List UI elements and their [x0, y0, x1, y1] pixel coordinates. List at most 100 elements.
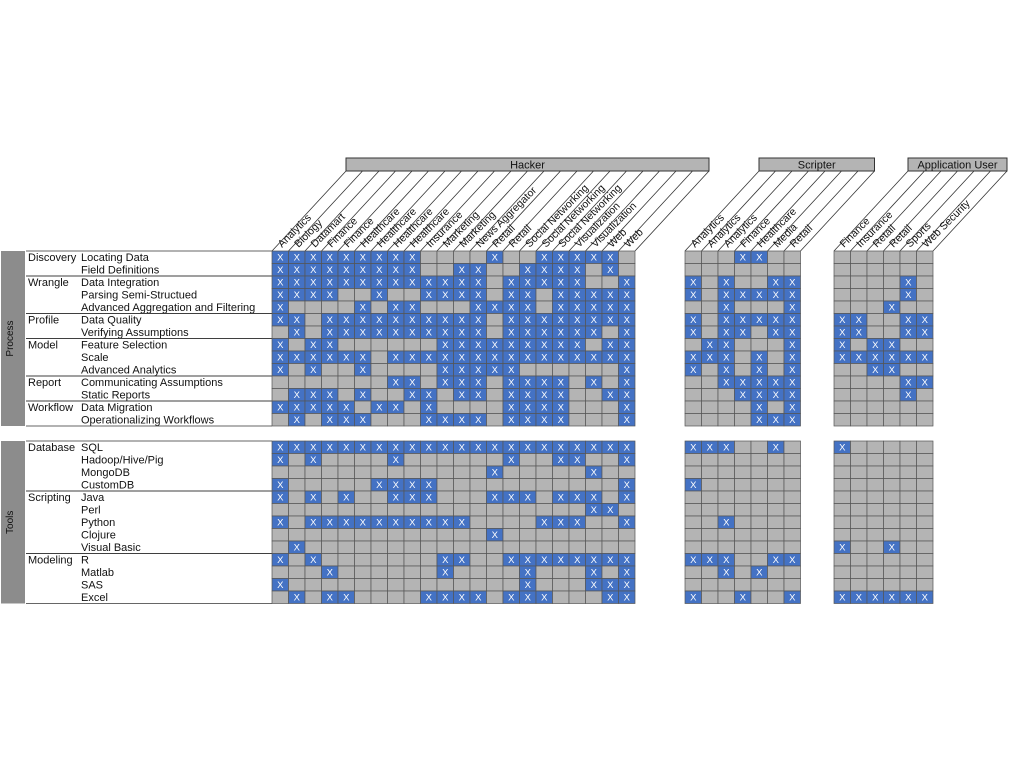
- cell-advanced-analytics-hacker-4: [337, 363, 355, 377]
- cell-advanced-analytics-hacker-17: [552, 363, 570, 377]
- cell-operationalizing-workflows-scripter-6: [783, 413, 801, 427]
- cell-excel-scripter-6: [783, 590, 801, 604]
- cell-operationalizing-workflows-hacker-7: [387, 413, 405, 427]
- column-divider: [568, 170, 644, 252]
- cell-mark: X: [310, 290, 317, 301]
- cell-mark: X: [607, 253, 614, 264]
- cell-static-reports-scripter-0: [684, 388, 702, 402]
- column-divider: [337, 170, 413, 252]
- cell-advanced-analytics-application-user-4: [899, 363, 917, 377]
- cell-mark: X: [607, 265, 614, 276]
- cell-hadoop-hive-pig-application-user-5: [916, 453, 934, 467]
- cell-clojure-application-user-1: [850, 528, 868, 542]
- cell-mark: X: [508, 443, 515, 454]
- cell-advanced-aggregation-and-filtering-application-user-1: [850, 300, 868, 314]
- cell-locating-data-hacker-15: [519, 250, 537, 264]
- cell-mark: X: [591, 468, 598, 479]
- cell-mark: X: [607, 593, 614, 604]
- cell-mark: X: [789, 415, 796, 426]
- cell-hadoop-hive-pig-hacker-1: [288, 453, 306, 467]
- column-divider: [288, 170, 363, 252]
- cell-excel-hacker-19: [585, 590, 603, 604]
- cell-mongodb-scripter-5: [767, 465, 785, 479]
- cell-data-migration-application-user-5: [916, 400, 934, 414]
- cell-static-reports-hacker-19: [585, 388, 603, 402]
- cell-mark: X: [508, 353, 515, 364]
- cell-mongodb-scripter-0: [684, 465, 702, 479]
- cell-visual-basic-scripter-2: [717, 540, 735, 554]
- cell-field-definitions-application-user-1: [850, 263, 868, 277]
- cell-perl-hacker-6: [370, 503, 388, 517]
- cell-data-migration-application-user-4: [899, 400, 917, 414]
- cell-mark: X: [310, 365, 317, 376]
- cell-clojure-scripter-4: [750, 528, 768, 542]
- cell-mark: X: [426, 328, 433, 339]
- cell-mark: X: [294, 315, 301, 326]
- cell-mark: X: [310, 455, 317, 466]
- cell-mark: X: [922, 353, 929, 364]
- cell-excel-hacker-5: [354, 590, 372, 604]
- cell-field-definitions-hacker-19: [585, 263, 603, 277]
- cell-python-scripter-3: [734, 515, 752, 529]
- cell-advanced-aggregation-and-filtering-hacker-2: [304, 300, 322, 314]
- row-label-perl: Perl: [81, 505, 101, 517]
- cell-operationalizing-workflows-hacker-6: [370, 413, 388, 427]
- cell-advanced-analytics-hacker-20: [601, 363, 619, 377]
- cell-mark: X: [574, 455, 581, 466]
- cell-mark: X: [624, 353, 631, 364]
- cell-mark: X: [558, 493, 565, 504]
- cell-mark: X: [723, 518, 730, 529]
- cell-customdb-application-user-5: [916, 478, 934, 492]
- cell-perl-application-user-0: [833, 503, 851, 517]
- cell-java-application-user-0: [833, 490, 851, 504]
- cell-field-definitions-hacker-13: [486, 263, 504, 277]
- cell-clojure-hacker-10: [436, 528, 454, 542]
- cell-sas-hacker-8: [403, 578, 421, 592]
- cell-mark: X: [607, 505, 614, 516]
- cell-mark: X: [922, 315, 929, 326]
- cell-mark: X: [740, 328, 747, 339]
- row-label-advanced-aggregation-and-filtering: Advanced Aggregation and Filtering: [81, 302, 255, 314]
- cell-mark: X: [756, 353, 763, 364]
- cell-sql-application-user-3: [883, 440, 901, 454]
- cell-static-reports-hacker-6: [370, 388, 388, 402]
- cell-visual-basic-hacker-7: [387, 540, 405, 554]
- cell-mark: X: [442, 518, 449, 529]
- cell-mark: X: [525, 403, 532, 414]
- cell-mark: X: [773, 378, 780, 389]
- cell-parsing-semi-structued-hacker-7: [387, 288, 405, 302]
- cell-perl-hacker-12: [469, 503, 487, 517]
- cell-operationalizing-workflows-hacker-19: [585, 413, 603, 427]
- cell-mark: X: [525, 353, 532, 364]
- cell-mark: X: [574, 265, 581, 276]
- cell-locating-data-scripter-1: [701, 250, 719, 264]
- cell-mark: X: [707, 555, 714, 566]
- cell-visual-basic-hacker-13: [486, 540, 504, 554]
- cell-mark: X: [558, 315, 565, 326]
- cell-python-application-user-5: [916, 515, 934, 529]
- cell-communicating-assumptions-hacker-20: [601, 375, 619, 389]
- cell-mark: X: [294, 278, 301, 289]
- cell-visual-basic-hacker-15: [519, 540, 537, 554]
- cell-hadoop-hive-pig-hacker-12: [469, 453, 487, 467]
- cell-operationalizing-workflows-hacker-2: [304, 413, 322, 427]
- cell-mark: X: [310, 265, 317, 276]
- cell-visual-basic-hacker-8: [403, 540, 421, 554]
- cell-locating-data-hacker-9: [420, 250, 438, 264]
- cell-mark: X: [922, 593, 929, 604]
- cell-java-scripter-0: [684, 490, 702, 504]
- cell-mark: X: [409, 493, 416, 504]
- cell-mark: X: [343, 443, 350, 454]
- cell-mark: X: [624, 415, 631, 426]
- cell-communicating-assumptions-hacker-0: [271, 375, 289, 389]
- cell-mark: X: [723, 315, 730, 326]
- cell-mark: X: [525, 315, 532, 326]
- row-label-field-definitions: Field Definitions: [81, 265, 160, 277]
- cell-mark: X: [740, 593, 747, 604]
- cell-mark: X: [723, 378, 730, 389]
- cell-mark: X: [607, 290, 614, 301]
- cell-sql-scripter-4: [750, 440, 768, 454]
- cell-mongodb-hacker-1: [288, 465, 306, 479]
- cell-mark: X: [459, 290, 466, 301]
- cell-matlab-hacker-11: [453, 565, 471, 579]
